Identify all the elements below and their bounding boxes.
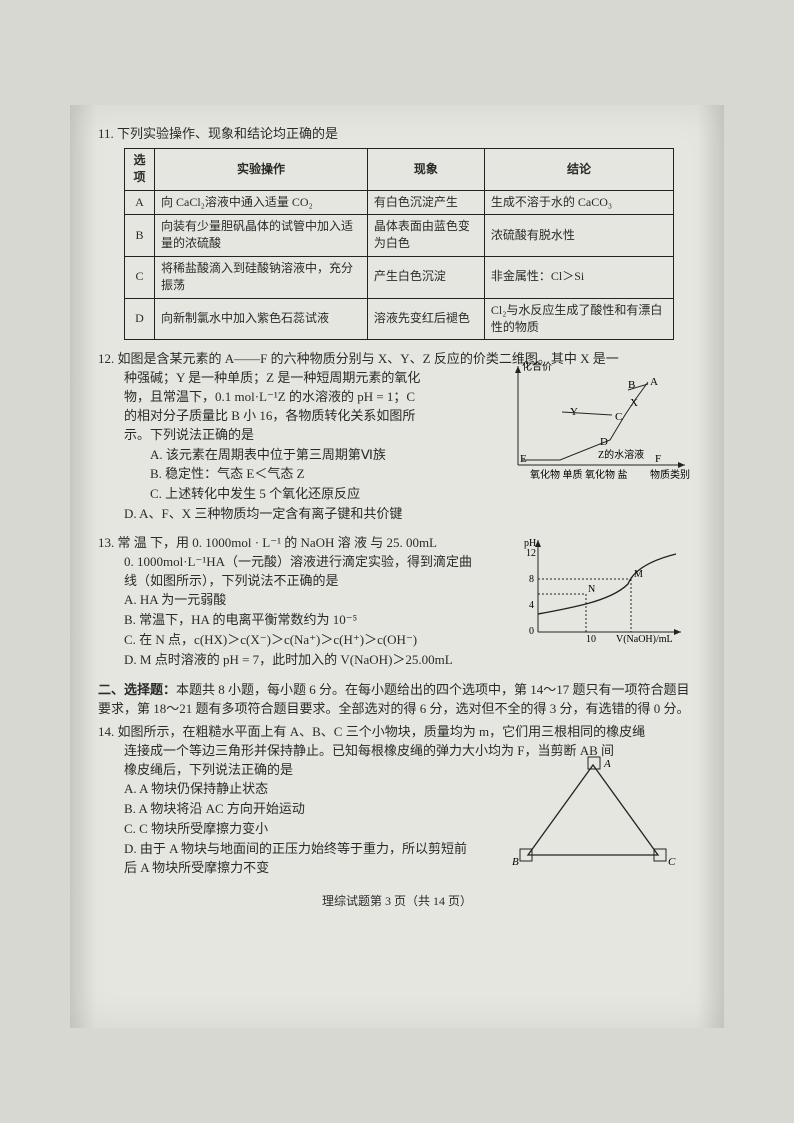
q12-node-a: A [650, 376, 658, 388]
q13-opt-a: A. HA 为一元弱酸 [124, 591, 493, 610]
q13-opt-c: C. 在 N 点，c(HX)＞c(X⁻)＞c(Na⁺)＞c(H⁺)＞c(OH⁻) [124, 631, 493, 650]
q13-stem-l2: 0. 1000mol·L⁻¹HA（一元酸）溶液进行滴定实验，得到滴定曲 [98, 553, 493, 572]
q12-opt-c: C. 上述转化中发生 5 个氧化还原反应 [150, 485, 445, 504]
q11-a-opt: A [125, 190, 155, 214]
section-2-heading: 二、选择题：本题共 8 小题，每小题 6 分。在每小题给出的四个选项中，第 14… [98, 680, 696, 719]
q11-c-op: 将稀盐酸滴入到硅酸钠溶液中，充分振荡 [155, 256, 368, 298]
q12-node-x: X [630, 397, 638, 409]
page-content: 11. 下列实验操作、现象和结论均正确的是 选项 实验操作 现象 结论 A 向 … [70, 105, 724, 1028]
q11-h1: 选项 [125, 148, 155, 190]
q11-d-opt: D [125, 298, 155, 340]
q12-opt-d: D. A、F、X 三种物质均一定含有离子键和共价键 [98, 505, 696, 524]
q12-number: 12. [98, 351, 114, 366]
q13-yt0: 0 [529, 626, 534, 637]
q12-ylabel: 化合价 [522, 360, 552, 373]
q13-number: 13. [98, 535, 114, 550]
q11-d-op: 向新制氯水中加入紫色石蕊试液 [155, 298, 368, 340]
q14-stem-l1: 如图所示，在粗糙水平面上有 A、B、C 三个小物块，质量均为 m，它们用三根相同… [118, 724, 646, 739]
question-11: 11. 下列实验操作、现象和结论均正确的是 选项 实验操作 现象 结论 A 向 … [98, 125, 696, 340]
q12-xticks: 氧化物 单质 氧化物 盐 [530, 468, 628, 480]
q13-opt-b: B. 常温下，HA 的电离平衡常数约为 10⁻⁵ [124, 611, 493, 630]
q12-stem-l5: 示。下列说法正确的是 [124, 426, 445, 445]
q12-node-e: E [520, 453, 527, 465]
q13-yt12: 12 [526, 548, 536, 559]
q11-d-phen: 溶液先变红后褪色 [367, 298, 484, 340]
q12-anno: Z的水溶液 [598, 448, 644, 461]
q12-opt-a: A. 该元素在周期表中位于第三周期第Ⅵ族 [150, 446, 445, 465]
q11-h3: 现象 [367, 148, 484, 190]
q13-M: M [634, 569, 643, 580]
q11-c-phen: 产生白色沉淀 [367, 256, 484, 298]
q14-A: A [603, 758, 611, 770]
table-row: D 向新制氯水中加入紫色石蕊试液 溶液先变红后褪色 Cl₂与水反应生成了酸性和有… [125, 298, 674, 340]
q14-opt-d: D. 由于 A 物块与地面间的正压力始终等于重力，所以剪短前后 A 物块所受摩擦… [124, 840, 469, 878]
section-2-label: 二、选择题： [98, 682, 176, 697]
q13-graph: pH 12 8 4 0 10 V(NaOH)/mL N M [516, 534, 686, 644]
q11-a-phen: 有白色沉淀产生 [367, 190, 484, 214]
q12-stem-l2: 种强碱；Y 是一种单质；Z 是一种短周期元素的氧化 [124, 369, 445, 388]
q11-table: 选项 实验操作 现象 结论 A 向 CaCl₂溶液中通入适量 CO₂ 有白色沉淀… [124, 148, 674, 341]
q14-B: B [512, 856, 519, 868]
q11-h4: 结论 [484, 148, 673, 190]
question-12: 12. 如图是含某元素的 A——F 的六种物质分别与 X、Y、Z 反应的价类二维… [98, 350, 696, 524]
q14-diagram: A B C [508, 753, 678, 873]
q11-c-opt: C [125, 256, 155, 298]
q14-number: 14. [98, 724, 114, 739]
q14-opt-c: C. C 物块所受摩擦力变小 [124, 820, 469, 839]
q12-xlabel: 物质类别 [650, 468, 690, 480]
q11-d-conc: Cl₂与水反应生成了酸性和有漂白性的物质 [484, 298, 673, 340]
q13-N: N [588, 584, 595, 595]
q14-C: C [668, 856, 676, 868]
q12-opt-b: B. 稳定性：气态 E＜气态 Z [150, 465, 445, 484]
q11-stem: 下列实验操作、现象和结论均正确的是 [117, 126, 338, 141]
q12-node-f: F [655, 453, 661, 465]
q13-xlabel: V(NaOH)/mL [616, 634, 673, 644]
q11-c-conc: 非金属性：Cl＞Si [484, 256, 673, 298]
q11-b-opt: B [125, 215, 155, 257]
q12-stem-l4: 的相对分子质量比 B 小 16，各物质转化关系如图所 [124, 407, 445, 426]
q13-stem-l3: 线（如图所示），下列说法不正确的是 [98, 572, 493, 591]
q13-xt10: 10 [586, 634, 596, 644]
table-row: C 将稀盐酸滴入到硅酸钠溶液中，充分振荡 产生白色沉淀 非金属性：Cl＞Si [125, 256, 674, 298]
q14-opt-b: B. A 物块将沿 AC 方向开始运动 [124, 800, 469, 819]
question-14: 14. 如图所示，在粗糙水平面上有 A、B、C 三个小物块，质量均为 m，它们用… [98, 723, 696, 878]
q12-node-y: Y [570, 406, 578, 418]
q12-diagram: 化合价 氧化物 单质 氧化物 盐 物质类别 A B X C Y D E F Z的… [500, 360, 690, 480]
q11-number: 11. [98, 126, 114, 141]
q14-opt-a: A. A 物块仍保持静止状态 [124, 780, 469, 799]
q13-stem-l1: 常 温 下，用 0. 1000mol · L⁻¹ 的 NaOH 溶 液 与 25… [118, 535, 438, 550]
q13-yt4: 4 [529, 600, 534, 611]
q13-opt-d: D. M 点时溶液的 pH = 7，此时加入的 V(NaOH)＞25.00mL [124, 651, 493, 670]
q11-b-conc: 浓硫酸有脱水性 [484, 215, 673, 257]
table-row: B 向装有少量胆矾晶体的试管中加入适量的浓硫酸 晶体表面由蓝色变为白色 浓硫酸有… [125, 215, 674, 257]
question-13: 13. 常 温 下，用 0. 1000mol · L⁻¹ 的 NaOH 溶 液 … [98, 534, 696, 670]
q11-b-op: 向装有少量胆矾晶体的试管中加入适量的浓硫酸 [155, 215, 368, 257]
q12-stem-l3: 物，且常温下，0.1 mol·L⁻¹Z 的水溶液的 pH = 1；C [124, 388, 445, 407]
q11-a-op: 向 CaCl₂溶液中通入适量 CO₂ [155, 190, 368, 214]
table-row: A 向 CaCl₂溶液中通入适量 CO₂ 有白色沉淀产生 生成不溶于水的 CaC… [125, 190, 674, 214]
q11-h2: 实验操作 [155, 148, 368, 190]
section-2-text: 本题共 8 小题，每小题 6 分。在每小题给出的四个选项中，第 14～17 题只… [98, 682, 690, 717]
page-footer: 理综试题第 3 页（共 14 页） [98, 892, 696, 909]
q11-a-conc: 生成不溶于水的 CaCO₃ [484, 190, 673, 214]
q13-yt8: 8 [529, 574, 534, 585]
q11-b-phen: 晶体表面由蓝色变为白色 [367, 215, 484, 257]
